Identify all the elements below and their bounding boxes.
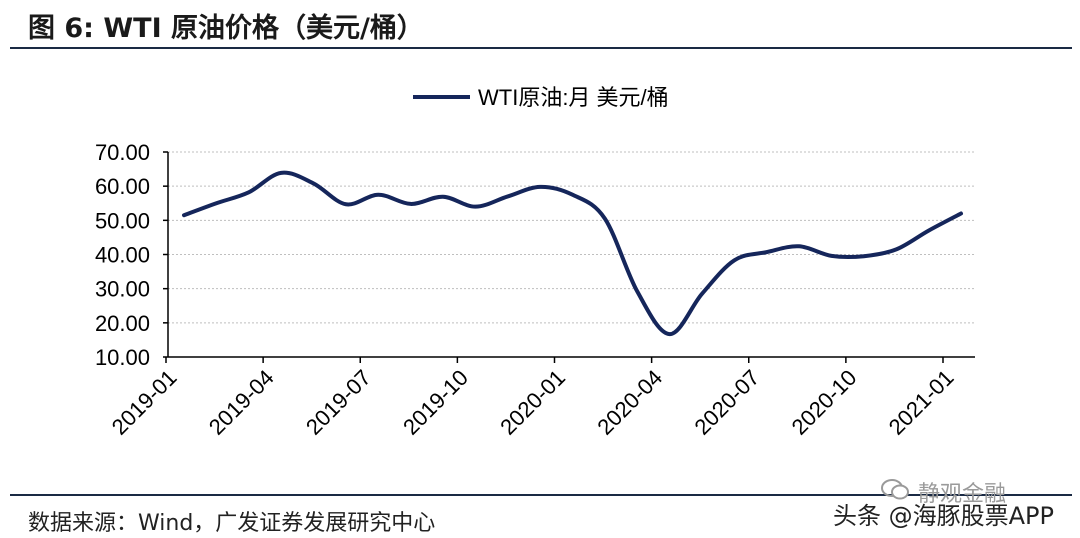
- bottom-rule: [10, 494, 1072, 496]
- wti-line-chart: WTI原油:月 美元/桶 10.00 20.00 30.00 40.00 50.00 60…: [95, 85, 975, 440]
- chat-bubble-icon: [881, 479, 909, 500]
- x-tick-label: 2020-04: [592, 365, 667, 440]
- top-rule: [10, 47, 1072, 49]
- figure-title: 图 6: WTI 原油价格（美元/桶）: [28, 13, 424, 44]
- x-tick-label: 2020-10: [787, 365, 862, 440]
- y-tick-label: 50.00: [95, 208, 150, 233]
- y-tick-label: 60.00: [95, 174, 150, 199]
- y-tick-label: 40.00: [95, 243, 150, 268]
- chart-legend: WTI原油:月 美元/桶: [413, 85, 669, 110]
- y-axis-ticks: 10.00 20.00 30.00 40.00 50.00 60.00 70.00: [95, 140, 168, 370]
- x-tick-label: 2019-04: [204, 365, 279, 440]
- y-tick-label: 20.00: [95, 311, 150, 336]
- legend-entry: WTI原油:月 美元/桶: [478, 85, 669, 110]
- grid-lines: [168, 151, 975, 324]
- series-points: [182, 171, 963, 336]
- x-tick-label: 2019-01: [107, 365, 182, 440]
- series-line-wti: [182, 170, 963, 337]
- y-tick-label: 30.00: [95, 277, 150, 302]
- x-tick-label: 2019-07: [301, 365, 376, 440]
- x-axis-ticks: 2019-01 2019-04 2019-07 2019-10 2020-01 2020-…: [107, 357, 959, 440]
- x-tick-label: 2020-07: [690, 365, 765, 440]
- x-tick-label: 2020-01: [495, 365, 570, 440]
- watermark-text: 头条 @海豚股票APP: [833, 502, 1054, 530]
- source-note: 数据来源：Wind，广发证券发展研究中心: [28, 511, 436, 536]
- y-tick-label: 10.00: [95, 345, 150, 370]
- watermark-faint-text: 静观金融: [918, 482, 1007, 507]
- x-tick-label: 2019-10: [398, 365, 473, 440]
- x-tick-label: 2021-01: [884, 365, 959, 440]
- y-tick-label: 70.00: [95, 140, 150, 165]
